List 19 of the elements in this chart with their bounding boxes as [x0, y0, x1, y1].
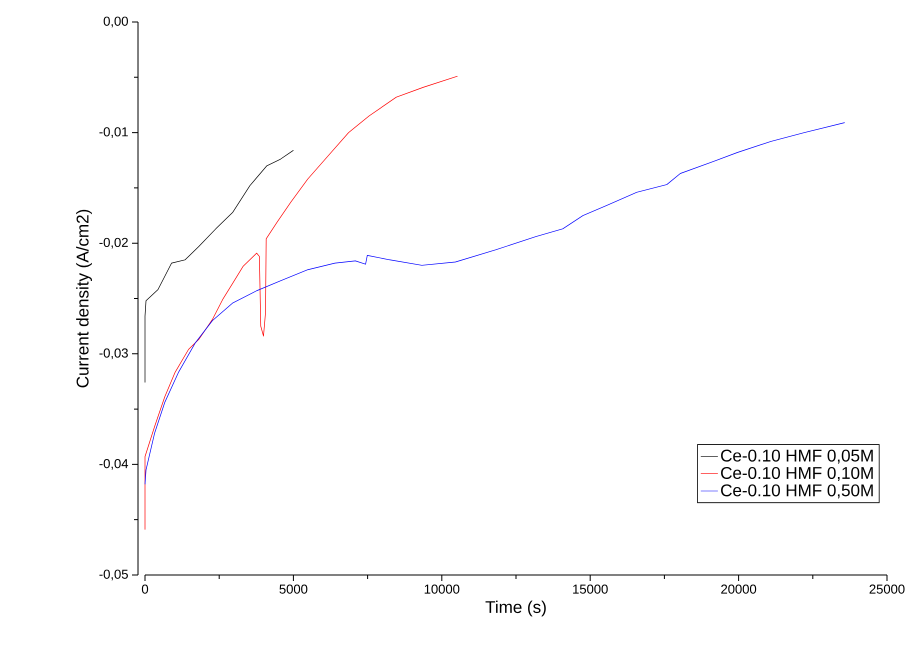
y-tick-label: -0,02 [99, 238, 128, 249]
x-axis-title: Time (s) [486, 600, 546, 616]
x-tick-label: 5000 [279, 584, 308, 594]
line-series [144, 76, 458, 530]
y-tick-label: 0,00 [104, 16, 128, 28]
x-tick-label: 0 [142, 584, 148, 594]
line-series [144, 150, 294, 383]
y-tick-label: -0,03 [99, 348, 128, 360]
legend-label: Ce-0.10 HMF 0,50M [721, 484, 873, 498]
x-tick-label: 25000 [870, 584, 905, 594]
y-tick-label: -0,05 [99, 570, 128, 580]
y-tick-label: -0,01 [99, 127, 128, 138]
x-tick-label: 10000 [424, 584, 460, 594]
x-tick-label: 15000 [573, 584, 608, 594]
legend-label: Ce-0.10 HMF 0,10M [721, 466, 873, 482]
x-tick-label: 20000 [721, 584, 756, 594]
y-axis-title: Current density (A/cm2) [76, 210, 92, 388]
legend-label: Ce-0.10 HMF 0,05M [721, 450, 873, 464]
y-tick-label: -0,04 [99, 459, 128, 470]
